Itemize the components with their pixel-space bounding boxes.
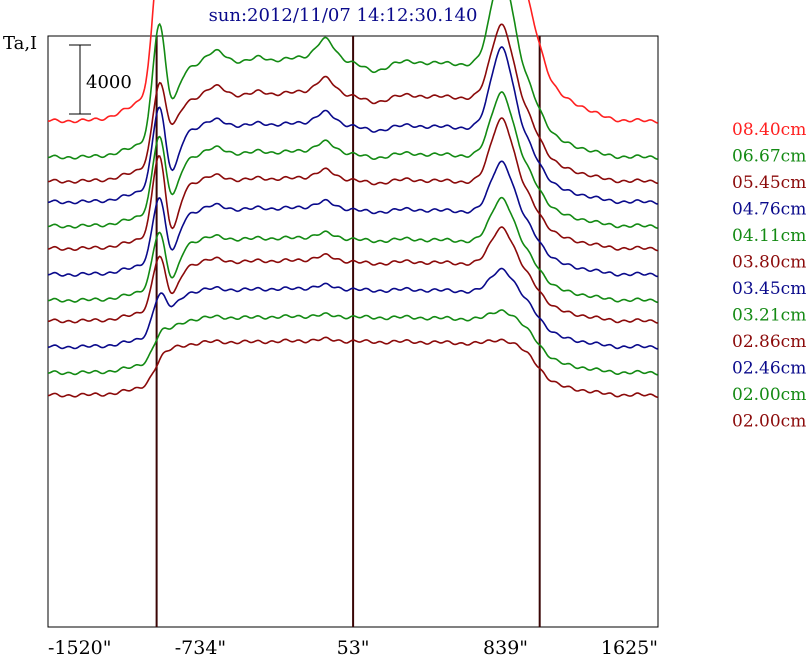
legend-entry: 08.40cm (732, 120, 806, 140)
legend: 08.40cm 06.67cm 05.45cm 04.76cm 04.11cm 03.80… (732, 120, 806, 432)
series-line-9 (47, 267, 658, 350)
legend-entry: 02.86cm (732, 332, 806, 352)
series-line-11 (47, 336, 658, 398)
series-line-10 (47, 309, 658, 376)
legend-entry: 04.76cm (732, 200, 806, 220)
x-tick-label: -1520" (48, 637, 112, 659)
y-axis-label: Ta,I (3, 33, 37, 54)
series-line-6 (47, 160, 658, 278)
legend-entry: 03.21cm (732, 306, 806, 326)
legend-entry: 05.45cm (732, 173, 806, 193)
scale-bar-label: 4000 (86, 72, 132, 93)
x-tick-label: 839" (483, 637, 528, 659)
series-line-8 (47, 226, 658, 324)
series-line-1 (47, 0, 658, 160)
series-line-7 (47, 196, 658, 304)
legend-entry: 03.80cm (732, 253, 806, 273)
series-line-4 (47, 91, 658, 229)
x-tick-label: -734" (175, 637, 226, 659)
legend-entry: 03.45cm (732, 279, 806, 299)
chart-title: sun:2012/11/07 14:12:30.140 (209, 5, 478, 26)
x-tick-label: 53" (337, 637, 370, 659)
legend-entry: 04.11cm (732, 226, 806, 246)
series-line-3 (47, 45, 658, 205)
legend-entry: 06.67cm (732, 147, 806, 167)
legend-entry: 02.00cm (732, 412, 806, 432)
vertical-markers (155, 36, 541, 627)
x-tick-label: 1625" (601, 637, 658, 659)
series-line-2 (47, 23, 658, 185)
series-lines (47, 0, 658, 398)
series-line-0 (47, 0, 658, 124)
scale-bar: 4000 (69, 44, 132, 115)
legend-entry: 02.46cm (732, 359, 806, 379)
series-line-5 (47, 117, 658, 252)
legend-entry: 02.00cm (732, 385, 806, 405)
x-tick-labels: -1520" -734" 53" 839" 1625" (48, 637, 658, 659)
